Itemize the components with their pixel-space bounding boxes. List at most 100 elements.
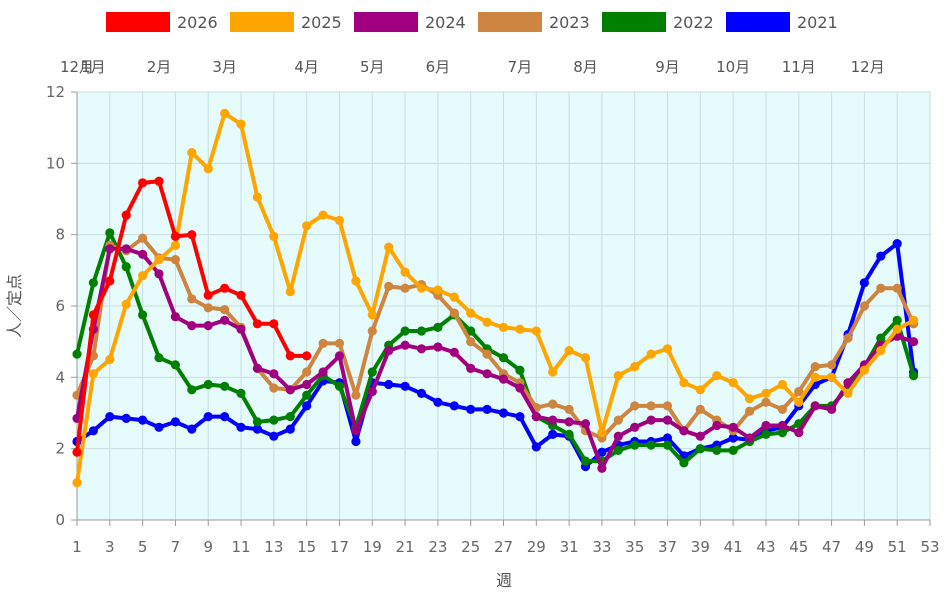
legend-label: 2022 <box>673 13 714 32</box>
y-tick-label: 4 <box>55 368 65 386</box>
data-point <box>187 294 197 304</box>
x-tick-label: 45 <box>789 538 808 556</box>
data-point <box>548 429 558 439</box>
data-point <box>203 321 213 331</box>
data-point <box>630 401 640 411</box>
data-point <box>88 278 98 288</box>
data-point <box>72 349 82 359</box>
data-point <box>236 388 246 398</box>
data-point <box>138 271 148 281</box>
x-tick-label: 31 <box>560 538 579 556</box>
data-point <box>548 367 558 377</box>
month-label: 11月 <box>782 58 816 76</box>
data-point <box>531 442 541 452</box>
series-line <box>75 241 916 469</box>
data-point <box>302 401 312 411</box>
series-lines <box>72 108 919 488</box>
data-point <box>564 429 574 439</box>
data-point <box>728 445 738 455</box>
data-point <box>613 371 623 381</box>
data-point <box>777 379 788 390</box>
data-point <box>876 346 886 356</box>
data-point <box>909 371 919 381</box>
month-label: 2月 <box>147 58 172 76</box>
x-tick-label: 39 <box>691 538 710 556</box>
series-2024 <box>72 244 919 473</box>
data-point <box>170 240 180 250</box>
data-point <box>236 324 246 334</box>
data-point <box>334 215 345 225</box>
data-point <box>745 394 755 404</box>
y-tick-label: 8 <box>55 226 65 244</box>
series-line <box>75 111 916 485</box>
month-label: 8月 <box>573 58 598 76</box>
data-point <box>712 371 722 381</box>
data-point <box>351 390 361 400</box>
x-tick-label: 43 <box>756 538 775 556</box>
data-point <box>302 379 312 390</box>
data-point <box>138 310 148 320</box>
data-point <box>351 426 361 436</box>
y-tick-label: 6 <box>55 297 65 315</box>
data-point <box>154 353 164 363</box>
data-point <box>613 431 623 441</box>
data-point <box>88 426 98 436</box>
data-point <box>269 231 279 241</box>
data-point <box>695 404 705 414</box>
x-tick-label: 19 <box>363 538 382 556</box>
x-tick-label: 1 <box>72 538 82 556</box>
data-point <box>777 428 788 438</box>
x-tick-label: 5 <box>138 538 148 556</box>
data-point <box>138 178 148 188</box>
month-label: 3月 <box>212 58 237 76</box>
legend-label: 2025 <box>301 13 342 32</box>
data-point <box>695 385 705 395</box>
x-tick-label: 41 <box>724 538 743 556</box>
data-point <box>515 365 525 375</box>
data-point <box>433 397 443 407</box>
data-point <box>203 290 213 300</box>
data-point <box>482 349 492 359</box>
y-axis: 0 2 4 6 8 10 12 <box>46 83 77 529</box>
data-point <box>252 424 262 434</box>
data-point <box>433 342 443 352</box>
data-point <box>859 301 870 311</box>
data-point <box>203 412 213 422</box>
data-point <box>400 340 410 350</box>
data-point <box>794 428 804 438</box>
data-point <box>892 324 902 334</box>
data-point <box>876 333 886 343</box>
data-point <box>302 367 312 377</box>
data-point <box>318 367 328 377</box>
data-point <box>220 315 230 325</box>
data-point <box>761 429 771 439</box>
x-tick-label: 51 <box>888 538 907 556</box>
month-label: 9月 <box>655 58 680 76</box>
x-tick-label: 27 <box>494 538 513 556</box>
x-tick-label: 21 <box>396 538 415 556</box>
data-point <box>285 424 295 434</box>
data-point <box>170 360 180 370</box>
x-axis-title: 週 <box>496 571 512 590</box>
series-2025 <box>72 108 919 488</box>
data-point <box>810 401 820 411</box>
data-point <box>400 267 410 277</box>
data-point <box>285 287 295 297</box>
data-point <box>170 255 180 265</box>
data-point <box>531 326 541 336</box>
data-point <box>777 420 788 431</box>
data-point <box>761 420 771 431</box>
x-axis: 1 3 5 7 9 11 13 15 17 19 21 23 25 27 29 31 33 35 37 39 41 43 4… <box>72 520 940 556</box>
data-point <box>466 337 476 347</box>
data-point <box>794 387 804 397</box>
data-point <box>728 378 738 388</box>
legend-label: 2021 <box>797 13 838 32</box>
data-point <box>745 406 755 416</box>
data-point <box>220 381 230 391</box>
data-point <box>302 351 312 361</box>
data-point <box>187 321 197 331</box>
y-tick-label: 2 <box>55 440 65 458</box>
data-point <box>482 369 492 379</box>
data-point <box>252 363 262 373</box>
data-point <box>269 319 279 329</box>
